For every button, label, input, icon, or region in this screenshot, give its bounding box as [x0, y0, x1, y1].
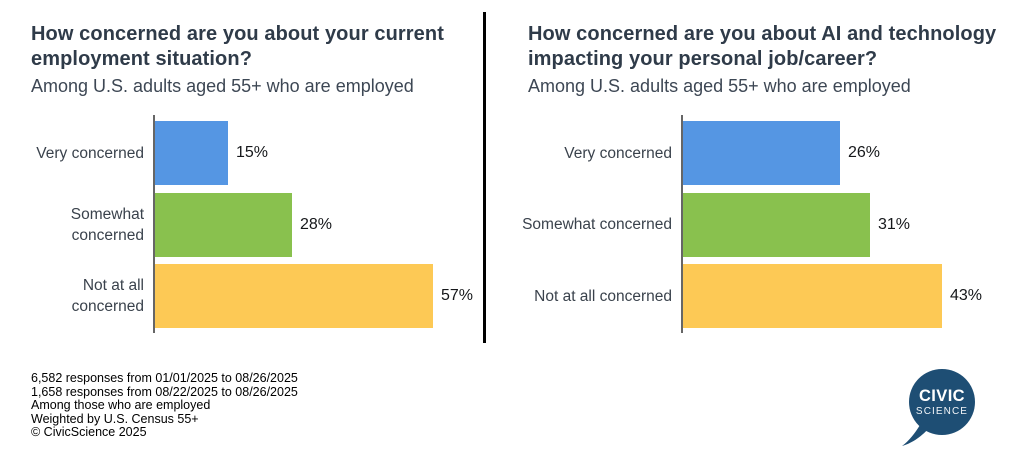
civicscience-logo: CIVIC SCIENCE — [902, 369, 975, 446]
category-label: Very concerned — [36, 144, 144, 162]
category-label: Somewhat concerned — [522, 216, 672, 233]
value-label: 31% — [878, 215, 911, 233]
bar — [155, 264, 433, 328]
right-chart-header: How concerned are you about AI and techn… — [528, 22, 1006, 98]
left-chart-header: How concerned are you about your current… — [31, 22, 479, 98]
footer-line: 1,658 responses from 08/22/2025 to 08/26… — [31, 384, 298, 399]
logo-bubble-icon — [909, 369, 975, 435]
left-chart-title: How concerned are you about your current… — [31, 23, 444, 70]
logo-bubble-tail-icon — [902, 425, 929, 446]
category-label: Somewhat concerned — [70, 205, 144, 244]
right-chart-title: How concerned are you about AI and techn… — [528, 23, 997, 70]
value-label: 26% — [848, 144, 881, 161]
logo-text-science: SCIENCE — [916, 406, 968, 417]
bar — [683, 192, 870, 257]
category-label: Not at all concerned — [534, 287, 672, 305]
footer-line: 6,582 responses from 01/01/2025 to 08/26… — [31, 371, 298, 385]
right-chart-subtitle: Among U.S. adults aged 55+ who are emplo… — [528, 76, 911, 96]
right-plot-area: Very concerned 26% Somewhat concerned 31% No… — [500, 115, 1024, 343]
left-chart-subtitle: Among U.S. adults aged 55+ who are emplo… — [31, 76, 414, 96]
left-y-axis-line — [153, 115, 155, 333]
value-label: 28% — [300, 215, 333, 233]
value-label: 57% — [441, 287, 474, 304]
category-label: Not at all concerned — [71, 277, 144, 315]
logo-text-civic: CIVIC — [919, 387, 965, 405]
footer-notes: 6,582 responses from 01/01/2025 to 08/26… — [31, 371, 298, 440]
footer-line: © CivicScience 2025 — [31, 425, 147, 439]
left-plot-area: Very concerned 15% Somewhat concerned 28% No… — [0, 115, 500, 343]
value-label: 15% — [236, 144, 269, 161]
bar — [683, 264, 942, 328]
bar — [155, 121, 228, 185]
value-label: 43% — [950, 287, 983, 304]
bar — [683, 121, 840, 185]
vertical-divider — [483, 12, 486, 343]
category-label: Very concerned — [564, 144, 672, 162]
footer-line: Among those who are employed — [31, 398, 211, 412]
bar — [155, 192, 292, 257]
right-y-axis-line — [681, 115, 683, 333]
footer-line: Weighted by U.S. Census 55+ — [31, 411, 199, 426]
